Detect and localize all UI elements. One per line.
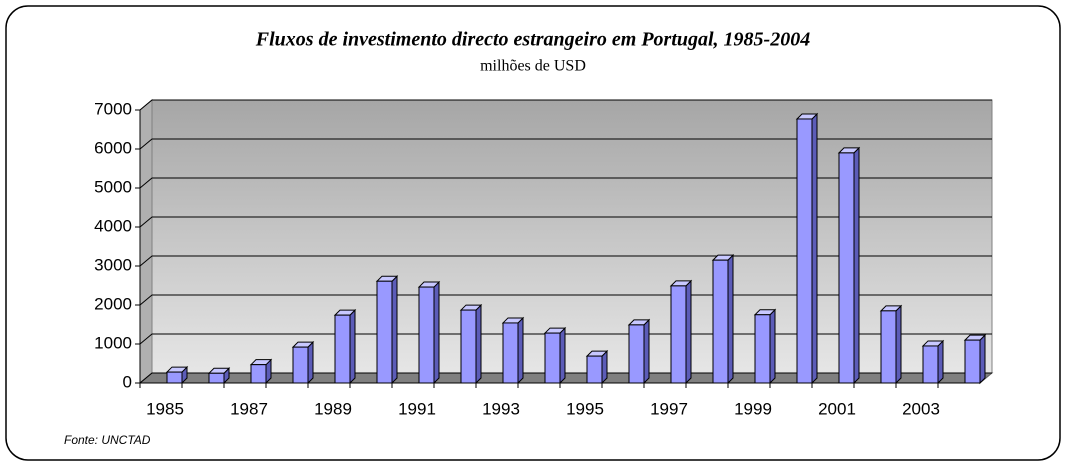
bar-front	[796, 118, 813, 384]
bar-front	[964, 339, 981, 384]
bar	[837, 146, 861, 385]
bar-side	[979, 333, 986, 385]
bar-front	[250, 364, 267, 384]
bar-front	[670, 285, 687, 384]
bar	[543, 326, 567, 385]
bar-front	[922, 345, 939, 384]
x-tick-label: 1985	[146, 399, 184, 418]
bar-front	[628, 324, 645, 384]
x-tick-label: 1997	[650, 399, 688, 418]
grid-line	[139, 99, 992, 111]
bar-side	[517, 316, 524, 385]
y-tick-label: 2000	[94, 294, 132, 313]
bar	[795, 112, 819, 385]
y-tick-label: 3000	[94, 255, 132, 274]
bar	[207, 367, 231, 385]
grid-line	[139, 294, 992, 306]
grid-line	[139, 177, 992, 189]
bar-side	[391, 275, 398, 385]
bar-side	[643, 318, 650, 385]
bar-front	[376, 280, 393, 384]
bar-front	[754, 314, 771, 384]
bar	[501, 316, 525, 385]
x-tick-label: 1993	[482, 399, 520, 418]
x-tick-label: 1991	[398, 399, 436, 418]
bar-side	[433, 280, 440, 385]
bar-side	[937, 339, 944, 385]
chart-subtitle: milhões de USD	[480, 58, 586, 75]
x-tick-label: 2001	[818, 399, 856, 418]
bar	[291, 340, 315, 385]
bar	[333, 308, 357, 385]
bar-side	[307, 340, 314, 385]
bar-side	[811, 112, 818, 385]
bar-front	[544, 332, 561, 384]
bar-side	[853, 146, 860, 385]
x-tick-label: 1995	[566, 399, 604, 418]
plot-area: 0 1000 2000 3000 4000 5000 6000 7000 1985 1987 198…	[94, 98, 994, 418]
bar	[585, 349, 609, 385]
bar-side	[685, 279, 692, 385]
bar-side	[769, 308, 776, 385]
source-note: Fonte: UNCTAD	[64, 433, 151, 447]
x-tick-label: 2003	[902, 399, 940, 418]
bar-front	[334, 314, 351, 384]
x-tick-label: 1987	[230, 399, 268, 418]
bar-front	[880, 310, 897, 384]
bar-front	[460, 309, 477, 384]
grid-line	[139, 138, 992, 150]
bar-side	[349, 308, 356, 385]
bar	[879, 304, 903, 385]
side-wall	[139, 98, 153, 385]
bar	[627, 318, 651, 385]
back-wall	[151, 99, 993, 374]
y-tick-label: 0	[123, 372, 132, 391]
grid-line	[139, 255, 992, 267]
bar-side	[559, 326, 566, 385]
x-tick-label: 1999	[734, 399, 772, 418]
bar-front	[712, 259, 729, 384]
grid-line	[139, 333, 992, 345]
bar-front	[586, 355, 603, 384]
grid-line	[139, 216, 992, 228]
x-tick-label: 1989	[314, 399, 352, 418]
bar-front	[166, 371, 183, 384]
y-tick-label: 7000	[94, 99, 132, 118]
bar-front	[838, 152, 855, 384]
bar-front	[292, 346, 309, 384]
grid-line	[139, 372, 992, 384]
chart-title: Fluxos de investimento directo estrangei…	[255, 29, 810, 51]
bar-side	[727, 253, 734, 385]
bar	[417, 280, 441, 385]
y-tick-label: 5000	[94, 177, 132, 196]
bar	[165, 365, 189, 385]
y-tick-label: 1000	[94, 333, 132, 352]
y-tick-label: 4000	[94, 216, 132, 235]
bar-side	[895, 304, 902, 385]
bar-front	[502, 322, 519, 384]
bar	[711, 253, 735, 385]
bar	[375, 275, 399, 385]
bar	[669, 279, 693, 385]
bar-front	[418, 286, 435, 384]
bar-side	[475, 303, 482, 385]
bar	[921, 339, 945, 385]
bar	[249, 358, 273, 385]
y-tick-label: 6000	[94, 138, 132, 157]
bar	[963, 333, 987, 385]
bar	[459, 303, 483, 385]
bar	[753, 308, 777, 385]
bar-front	[208, 372, 225, 384]
